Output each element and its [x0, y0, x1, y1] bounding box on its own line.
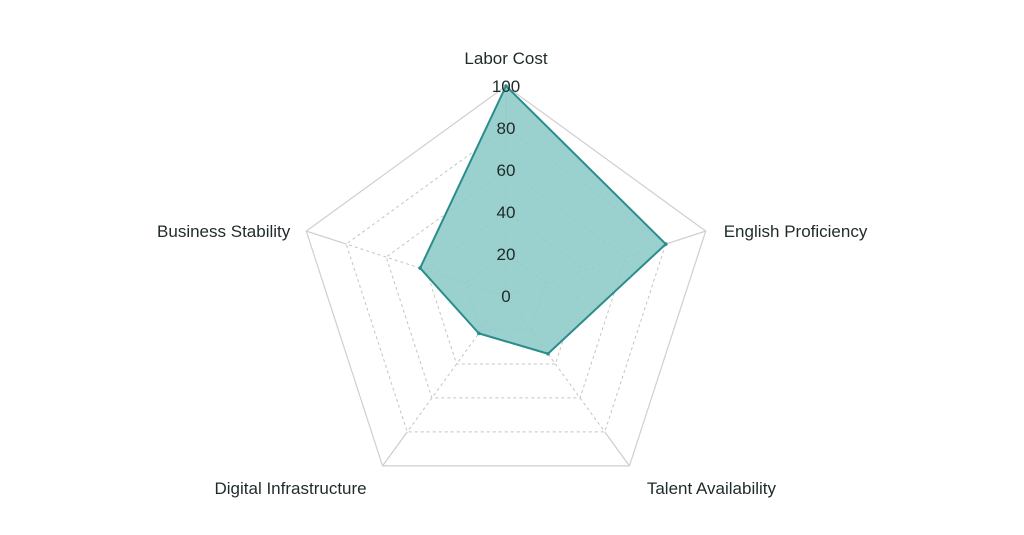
- axis-label-digital-infrastructure: Digital Infrastructure: [215, 479, 367, 498]
- axis-label-labor-cost: Labor Cost: [464, 49, 547, 68]
- tick-labels: 0 20 40 60 80 100: [492, 77, 520, 306]
- axis-label-business-stability: Business Stability: [157, 222, 291, 241]
- spoke-outer-digital-infrastructure: [382, 431, 408, 467]
- series-layer: [418, 84, 668, 356]
- tick-label-20: 20: [497, 245, 516, 264]
- tick-label-40: 40: [497, 203, 516, 222]
- spoke-outer-talent-availability: [604, 431, 630, 467]
- tick-label-60: 60: [497, 161, 516, 180]
- data-point-talent-availability: [546, 351, 550, 356]
- data-point-business-stability: [418, 266, 422, 270]
- grid-ring-100: [305, 85, 707, 467]
- spoke-outer-business-stability: [306, 230, 347, 245]
- axis-label-talent-availability: Talent Availability: [647, 479, 777, 498]
- data-point-english-proficiency: [663, 242, 668, 246]
- axis-label-english-proficiency: English Proficiency: [724, 222, 868, 241]
- data-point-digital-infrastructure: [477, 331, 481, 336]
- spoke-outer-english-proficiency: [665, 230, 706, 245]
- tick-label-0: 0: [501, 287, 510, 306]
- data-point-labor-cost: [504, 84, 508, 88]
- series-area-0: [419, 85, 667, 355]
- grid-ring-40: [425, 211, 587, 365]
- tick-label-100: 100: [492, 77, 520, 96]
- tick-label-80: 80: [497, 119, 516, 138]
- axis-labels: Labor Cost English Proficiency Talent Avai…: [157, 49, 868, 498]
